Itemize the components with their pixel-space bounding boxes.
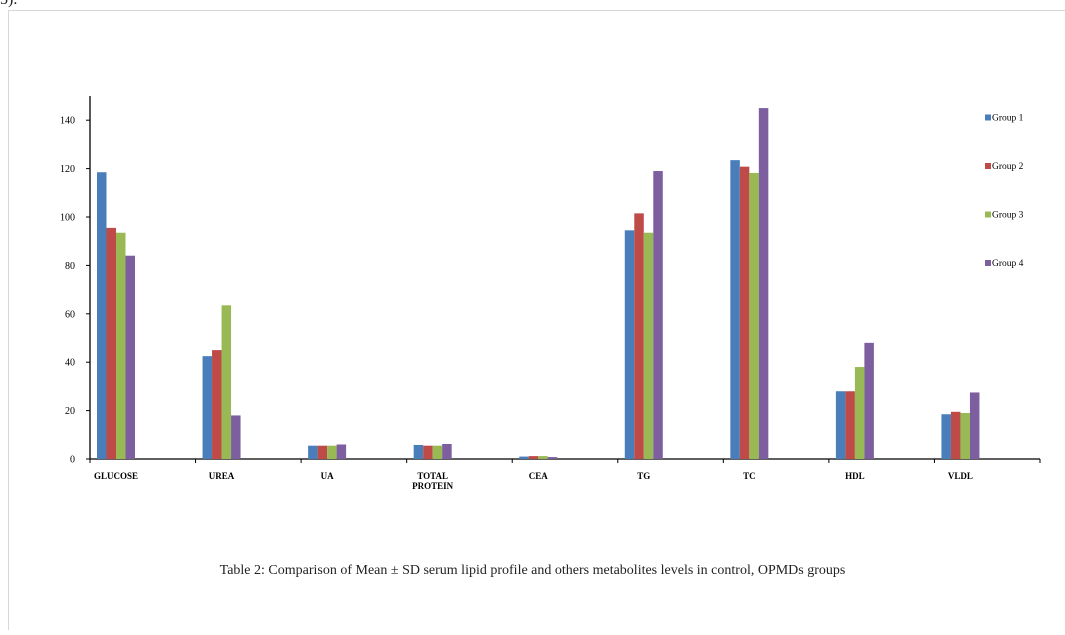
y-tick-label: 40 xyxy=(65,358,75,369)
chart-bars xyxy=(97,108,980,460)
bar xyxy=(538,456,548,459)
x-category-label: UA xyxy=(321,471,334,481)
chart-legend: Group 1 Group 2 Group 3 Group 4 xyxy=(985,114,1024,269)
bar xyxy=(835,391,846,459)
bar xyxy=(423,445,433,459)
x-category-label: UREA xyxy=(209,471,235,481)
legend-label: Group 1 xyxy=(992,114,1024,124)
page-border-top xyxy=(8,10,1065,11)
legend-label: Group 2 xyxy=(992,162,1024,172)
bar xyxy=(758,108,769,459)
bar xyxy=(336,444,347,459)
y-tick-label: 80 xyxy=(65,261,75,272)
legend-label: Group 4 xyxy=(992,259,1024,269)
legend-swatch xyxy=(985,163,991,169)
bar xyxy=(106,227,116,459)
chart-axes xyxy=(86,96,1041,463)
bar xyxy=(528,456,539,459)
bar xyxy=(327,445,337,459)
y-tick-label: 60 xyxy=(65,309,75,320)
bar xyxy=(643,232,654,459)
bar xyxy=(950,411,961,459)
bar xyxy=(125,255,135,459)
x-category-label: HDL xyxy=(845,471,865,481)
legend-label: Group 3 xyxy=(992,211,1024,221)
x-category-label: GLUCOSE xyxy=(94,471,138,481)
x-category-label: TC xyxy=(743,471,756,481)
bar xyxy=(634,213,644,459)
bar xyxy=(624,230,635,459)
bar xyxy=(653,171,663,459)
x-category-label: TOTAL PROTEIN xyxy=(412,471,454,491)
preceding-text-fragment: 5). xyxy=(0,0,17,9)
y-tick-label: 120 xyxy=(60,164,75,175)
bar xyxy=(960,413,970,459)
bar xyxy=(519,456,529,459)
x-category-label: TG xyxy=(637,471,650,481)
bar xyxy=(212,350,222,459)
bar xyxy=(116,232,126,459)
chart-labels: 0 20 40 60 80 100 120 140 GLUCOSE UREA UA TOTAL PROT… xyxy=(60,116,973,491)
bar xyxy=(97,172,107,460)
y-tick-label: 0 xyxy=(70,455,75,466)
bar xyxy=(317,445,328,459)
bar xyxy=(739,166,750,459)
x-category-label: CEA xyxy=(529,471,549,481)
bar xyxy=(941,414,951,459)
y-tick-label: 20 xyxy=(65,406,75,417)
bar xyxy=(442,443,452,459)
bar xyxy=(221,305,232,459)
legend-swatch xyxy=(985,260,991,266)
legend-swatch xyxy=(985,211,991,218)
bar xyxy=(845,391,855,459)
y-tick-label: 100 xyxy=(60,213,75,224)
bar xyxy=(202,356,213,459)
bar xyxy=(231,415,241,459)
bar xyxy=(730,160,740,459)
legend-swatch xyxy=(985,114,991,121)
page-border-left xyxy=(8,10,9,630)
bar xyxy=(547,457,558,459)
bar xyxy=(854,367,865,459)
bar xyxy=(308,445,318,459)
bar xyxy=(413,444,424,459)
x-category-label: VLDL xyxy=(948,471,973,481)
y-tick-label: 140 xyxy=(60,116,75,127)
bar xyxy=(749,172,759,459)
bar xyxy=(864,342,874,459)
bar xyxy=(432,445,443,459)
bar xyxy=(969,392,980,459)
figure-caption: Table 2: Comparison of Mean ± SD serum l… xyxy=(219,563,846,578)
